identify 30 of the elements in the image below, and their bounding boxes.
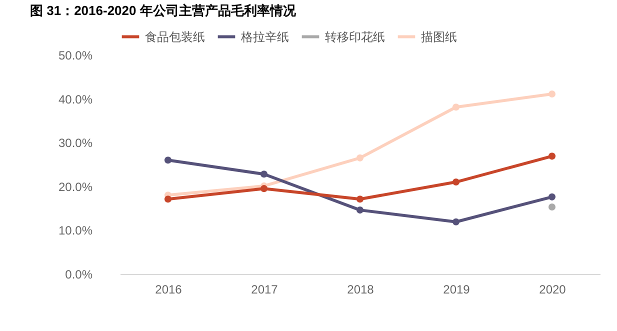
y-tick-label: 0.0% — [65, 268, 93, 282]
y-tick-label: 10.0% — [58, 224, 93, 238]
x-tick-label: 2019 — [443, 282, 470, 296]
point — [548, 152, 556, 160]
y-tick-label: 40.0% — [58, 92, 93, 106]
x-tick-label: 2020 — [539, 282, 566, 296]
point — [548, 193, 556, 200]
y-tick-label: 30.0% — [58, 136, 93, 150]
point — [548, 203, 556, 211]
legend-label: 食品包装纸 — [145, 30, 205, 44]
point — [260, 170, 268, 178]
point — [548, 90, 556, 98]
y-tick-label: 50.0% — [58, 48, 93, 62]
x-tick-label: 2018 — [347, 282, 374, 296]
chart-title: 图 31：2016-2020 年公司主营产品毛利率情况 — [30, 3, 297, 18]
point — [356, 154, 364, 162]
point — [356, 206, 364, 214]
point — [452, 104, 460, 111]
y-tick-label: 20.0% — [58, 180, 93, 194]
legend-label: 转移印花纸 — [325, 30, 385, 44]
legend-label: 描图纸 — [421, 30, 457, 44]
point — [164, 196, 172, 203]
x-tick-label: 2016 — [155, 282, 182, 296]
point — [164, 156, 172, 164]
x-tick-label: 2017 — [251, 282, 278, 296]
point — [356, 196, 364, 203]
legend-label: 格拉辛纸 — [240, 30, 289, 44]
point — [452, 178, 460, 186]
point — [452, 218, 460, 226]
point — [260, 185, 268, 192]
